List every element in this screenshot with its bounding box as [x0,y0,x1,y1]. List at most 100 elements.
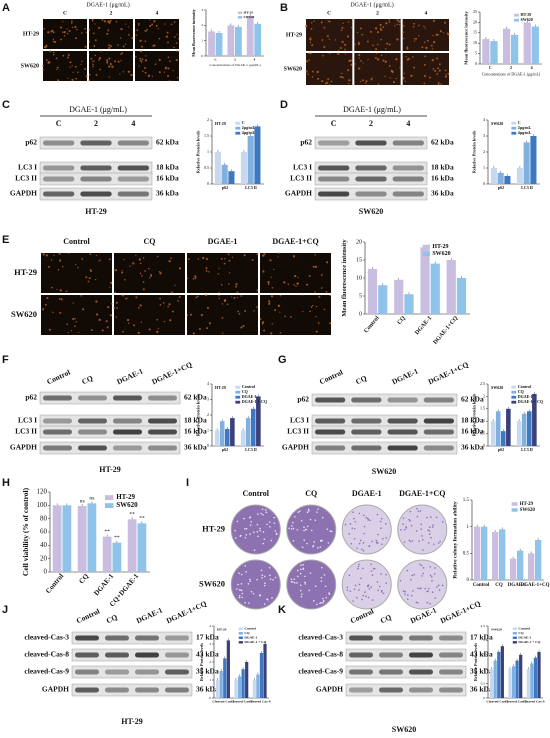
bar [490,41,498,64]
speckle [57,79,60,82]
speckle [108,258,111,261]
speckle [328,20,331,23]
legend-swatch [512,632,517,635]
speckle [62,265,64,268]
speckle [386,42,389,45]
speckle [346,69,350,72]
colony [234,529,236,532]
colony [249,578,251,581]
colony [417,602,419,604]
colony [300,595,303,598]
band [379,652,403,658]
colony [416,515,419,518]
speckle [148,328,151,331]
speckle [262,254,265,257]
y-tick-label: 1 [207,149,209,154]
speckle [122,71,125,73]
legend-swatch [511,131,517,135]
speckle [88,79,91,82]
column-label: DGAE-1 [352,489,382,498]
speckle [403,72,406,75]
speckle [63,31,66,34]
column-label: DGAE-1+CQ [439,599,482,626]
speckle [413,22,416,25]
speckle [128,33,130,36]
colony [360,577,362,580]
speckle [270,295,274,298]
bar [490,421,496,446]
speckle [236,291,239,294]
bar [508,669,512,698]
row-label: LC3 I [293,163,312,172]
y-axis-label: Relative Protein levels [471,130,476,173]
speckle [98,318,101,321]
speckle [70,22,73,24]
legend-label: C [242,120,245,125]
speckle [92,65,94,68]
colony [259,527,261,530]
column-label: Control [75,607,101,626]
column-label: CQ [80,373,94,386]
colony [354,584,357,587]
micrograph [260,295,331,335]
colony [351,527,354,529]
speckle [74,317,76,320]
column-label: C [56,119,62,128]
x-tick-label: 2 [234,57,236,61]
colony [356,596,358,599]
colony [405,526,407,528]
speckle [328,52,331,55]
speckle [164,68,166,70]
column-label: DGAE-1 [390,366,419,386]
speckle [122,45,125,48]
colony [420,564,423,567]
speckle [238,312,241,315]
speckle [121,294,125,297]
column-label: 2 [376,10,379,16]
colony [293,578,296,580]
speckle [140,61,143,63]
colony [352,511,354,513]
speckle [326,81,329,84]
micrograph [89,19,133,49]
colony [385,573,387,576]
colony [377,589,380,592]
row-label: GAPDH [285,189,312,198]
bar [509,558,517,580]
speckle [152,44,155,47]
colony [428,587,430,590]
panel-label: E [2,234,9,246]
legend-swatch [237,11,243,15]
speckle [120,27,123,31]
blot-strip [71,648,193,662]
bar [137,523,147,572]
speckle [85,276,88,279]
speckle [316,70,319,74]
speckle [103,20,106,23]
legend-swatch [511,502,518,506]
y-tick-label: 0.5 [480,431,485,436]
blot-strip [311,425,458,439]
speckle [159,297,161,300]
colony [274,576,277,579]
speckle [269,259,272,262]
bar [225,428,230,446]
speckle [423,82,426,85]
y-tick-label: 0.5 [463,551,470,556]
row-label: cleaved-Cas-9 [298,667,343,676]
band [148,429,177,435]
colony-plate [341,559,392,610]
speckle [71,78,74,81]
speckle [72,71,74,73]
row-label: SW620 [199,578,225,588]
speckle [48,328,51,331]
y-tick-label: 1.5 [463,498,470,503]
x-tick-label: CQ [495,583,503,588]
speckle [447,33,450,36]
speckle [139,39,142,42]
colony [288,527,291,530]
bar [430,263,440,314]
y-axis-label: Cell viability (% of control) [21,487,30,576]
speckle [66,323,69,326]
kda-label: 18 kDa [431,163,454,172]
